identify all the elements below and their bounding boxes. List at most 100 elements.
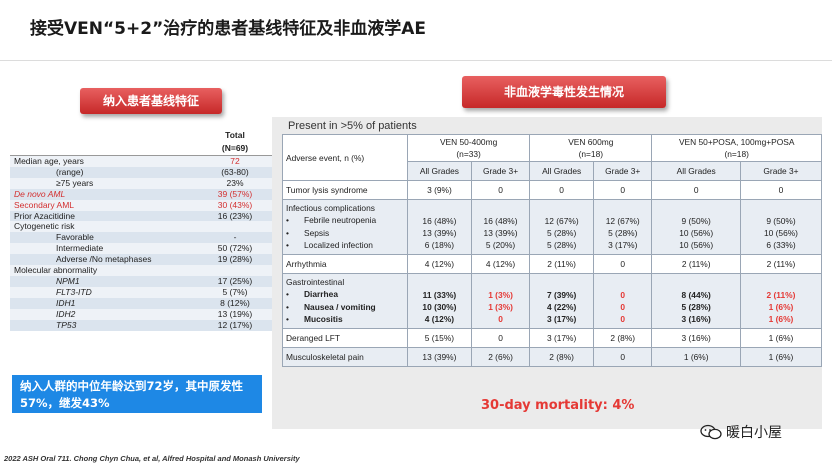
- baseline-row-label: (range): [10, 166, 196, 178]
- baseline-row-label: De novo AML: [10, 188, 196, 200]
- ae-table: Adverse event, n (%) VEN 50-400mg (n=33) …: [282, 134, 823, 367]
- bullet-icon: •: [286, 289, 289, 300]
- baseline-row-label: IDH1: [10, 297, 196, 309]
- ae-cell-value: 6 (33%): [766, 240, 796, 250]
- ae-cell-value: 0: [498, 314, 503, 324]
- baseline-row-value: -: [196, 232, 272, 244]
- ae-cell-value: 5 (28%): [546, 228, 577, 238]
- ae-cell-value: 0: [620, 290, 626, 300]
- ae-sub-item: • Localized infection: [286, 239, 404, 252]
- mortality-text: 30-day mortality: 4%: [481, 398, 635, 413]
- baseline-row: FLT3-ITD 5 (7%): [10, 286, 272, 298]
- ae-cell: 0: [651, 180, 741, 200]
- ae-cell: 4 (12%): [470, 254, 531, 274]
- ae-cell-value: 1 (3%): [488, 290, 513, 300]
- baseline-row-value: 50 (72%): [196, 243, 272, 255]
- ae-cell-value: 11 (33%): [422, 290, 457, 300]
- ae-cell: 0: [593, 180, 653, 200]
- ae-cell: 11 (33%) 10 (30%) 4 (12%): [407, 273, 472, 329]
- page-title: 接受VEN“5+2”治疗的患者基线特征及非血液学AE: [30, 19, 427, 39]
- ae-row: Arrhythmia 4 (12%) 4 (12%) 2 (11%) 0 2 (11%) 2…: [282, 254, 823, 274]
- baseline-row: TP53 12 (17%): [10, 319, 272, 331]
- ae-cell-value: 16 (48%): [422, 216, 457, 226]
- ae-cell: 12 (67%) 5 (28%) 3 (17%): [593, 199, 653, 255]
- brand-watermark: 暖白小屋: [700, 422, 782, 442]
- baseline-row-value: 30 (43%): [196, 199, 272, 211]
- baseline-row-label: Favorable: [10, 232, 196, 244]
- baseline-row: IDH1 8 (12%): [10, 297, 272, 309]
- baseline-row: Median age, years 72: [10, 155, 272, 167]
- ae-cell: 1 (6%): [651, 347, 741, 367]
- baseline-header-blank: [10, 129, 196, 156]
- ae-cell-value: 3 (16%): [681, 314, 711, 324]
- ae-cell: 1 (6%): [739, 347, 823, 367]
- baseline-row-value: 13 (19%): [196, 308, 272, 320]
- baseline-row-value: 5 (7%): [196, 286, 272, 298]
- ae-row: Deranged LFT 5 (15%) 0 3 (17%) 2 (8%) 3 (16%)…: [282, 328, 823, 348]
- baseline-row: (range) (63-80): [10, 166, 272, 178]
- ae-sub-item-label: Nausea / vomiting: [304, 301, 376, 312]
- baseline-row: De novo AML 39 (57%): [10, 188, 272, 200]
- baseline-row-value: [196, 221, 272, 233]
- ae-group-title: Infectious complications: [286, 203, 375, 214]
- ae-row: Tumor lysis syndrome 3 (9%) 0 0 0 0 0: [282, 180, 823, 200]
- ae-cell-value: 13 (39%): [483, 228, 518, 238]
- ae-cell: 0: [593, 254, 653, 274]
- ae-cell-value: 1 (3%): [488, 302, 513, 312]
- baseline-row: IDH2 13 (19%): [10, 308, 272, 320]
- ae-cell: 8 (44%) 5 (28%) 3 (16%): [651, 273, 741, 329]
- ae-row-label: Deranged LFT: [282, 328, 408, 348]
- group-header-1: VEN 50-400mg (n=33): [406, 134, 531, 162]
- baseline-row: Favorable -: [10, 232, 272, 244]
- ae-cell-value: 1 (6%): [768, 314, 794, 324]
- ae-cell-value: 4 (12%): [424, 314, 455, 324]
- ae-cell: 16 (48%) 13 (39%) 5 (20%): [470, 199, 531, 255]
- ae-cell-value: 7 (39%): [546, 290, 577, 300]
- bullet-icon: •: [286, 301, 289, 312]
- baseline-row-label: NPM1: [10, 275, 196, 287]
- ae-cell: 12 (67%) 5 (28%) 5 (28%): [529, 199, 595, 255]
- baseline-row-label: Prior Azacitidine: [10, 210, 196, 222]
- ae-cell-value: 8 (44%): [681, 290, 711, 300]
- baseline-row-label: Molecular abnormality: [10, 265, 196, 276]
- subheader-grade3: Grade 3+: [593, 161, 653, 181]
- ae-cell-value: 2 (11%): [766, 290, 796, 300]
- baseline-row-value: 17 (25%): [196, 275, 272, 287]
- ae-cell: 2 (8%): [593, 328, 653, 348]
- baseline-row-label: Secondary AML: [10, 199, 196, 211]
- ae-cell-value: 5 (28%): [608, 228, 638, 238]
- baseline-row-label: Intermediate: [10, 243, 196, 255]
- ae-sub-item: • Mucositis: [286, 313, 404, 326]
- ae-cell: 0: [593, 347, 653, 367]
- bullet-icon: •: [286, 227, 289, 238]
- ae-cell: 1 (3%) 1 (3%) 0: [470, 273, 531, 329]
- ae-caption: Present in >5% of patients: [288, 120, 417, 132]
- subheader-all-grades: All Grades: [651, 161, 741, 181]
- ae-sub-item-label: Mucositis: [304, 314, 343, 325]
- baseline-table: Total (N=69) Median age, years 72 (range)(…: [10, 129, 272, 331]
- baseline-row-label: IDH2: [10, 308, 196, 320]
- ae-cell: 0: [470, 180, 531, 200]
- ae-cell-value: 5 (20%): [485, 240, 516, 250]
- ae-cell: 13 (39%): [407, 347, 472, 367]
- baseline-row: Secondary AML 30 (43%): [10, 199, 272, 211]
- baseline-row-value: [196, 265, 272, 276]
- baseline-row-value: 72: [196, 155, 272, 167]
- group-header-2: VEN 600mg (n=18): [529, 134, 653, 162]
- ae-cell: 2 (11%): [529, 254, 595, 274]
- group-header-3: VEN 50+POSA, 100mg+POSA (n=18): [651, 134, 822, 162]
- ae-row-label: Tumor lysis syndrome: [282, 180, 408, 200]
- ae-cell-value: 3 (17%): [608, 240, 638, 250]
- ae-row-label: Arrhythmia: [282, 254, 408, 274]
- baseline-row: Intermediate 50 (72%): [10, 243, 272, 255]
- ae-cell: 2 (11%): [651, 254, 741, 274]
- subheader-all-grades: All Grades: [529, 161, 595, 181]
- ae-cell-value: 10 (56%): [679, 228, 714, 238]
- ae-cell-value: 12 (67%): [544, 216, 579, 226]
- ae-sub-item-label: Diarrhea: [304, 289, 338, 300]
- ae-sub-item: • Febrile neutropenia: [286, 214, 404, 227]
- ae-cell: 2 (8%): [529, 347, 595, 367]
- ae-cell-value: 10 (56%): [763, 228, 798, 238]
- ae-group-row: Gastrointestinal • Diarrhea • Nausea / vomit…: [282, 273, 823, 329]
- baseline-row: Adverse /No metaphases 19 (28%): [10, 254, 272, 266]
